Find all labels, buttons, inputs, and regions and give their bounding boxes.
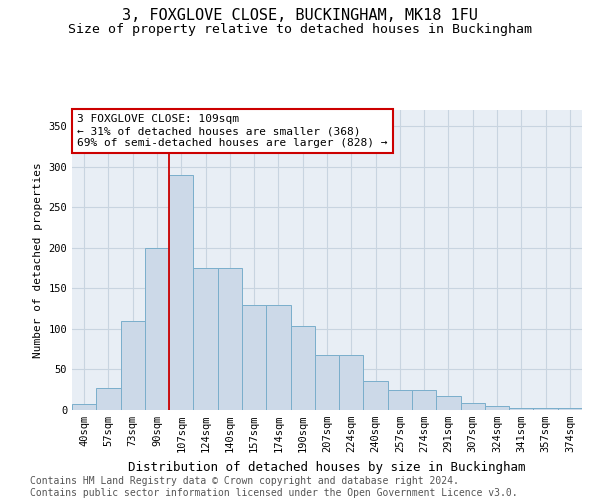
Bar: [436, 396, 461, 410]
Text: Contains HM Land Registry data © Crown copyright and database right 2024.
Contai: Contains HM Land Registry data © Crown c…: [30, 476, 518, 498]
Bar: [485, 406, 509, 410]
X-axis label: Distribution of detached houses by size in Buckingham: Distribution of detached houses by size …: [128, 460, 526, 473]
Bar: [169, 175, 193, 410]
Bar: [364, 381, 388, 410]
Bar: [388, 390, 412, 410]
Bar: [315, 355, 339, 410]
Bar: [461, 402, 485, 410]
Bar: [242, 304, 266, 410]
Bar: [339, 355, 364, 410]
Bar: [266, 304, 290, 410]
Bar: [218, 268, 242, 410]
Bar: [193, 268, 218, 410]
Bar: [145, 248, 169, 410]
Bar: [509, 408, 533, 410]
Text: Size of property relative to detached houses in Buckingham: Size of property relative to detached ho…: [68, 22, 532, 36]
Bar: [533, 408, 558, 410]
Bar: [96, 388, 121, 410]
Bar: [290, 326, 315, 410]
Text: 3, FOXGLOVE CLOSE, BUCKINGHAM, MK18 1FU: 3, FOXGLOVE CLOSE, BUCKINGHAM, MK18 1FU: [122, 8, 478, 22]
Bar: [72, 404, 96, 410]
Bar: [558, 408, 582, 410]
Bar: [121, 321, 145, 410]
Bar: [412, 390, 436, 410]
Y-axis label: Number of detached properties: Number of detached properties: [33, 162, 43, 358]
Text: 3 FOXGLOVE CLOSE: 109sqm
← 31% of detached houses are smaller (368)
69% of semi-: 3 FOXGLOVE CLOSE: 109sqm ← 31% of detach…: [77, 114, 388, 148]
